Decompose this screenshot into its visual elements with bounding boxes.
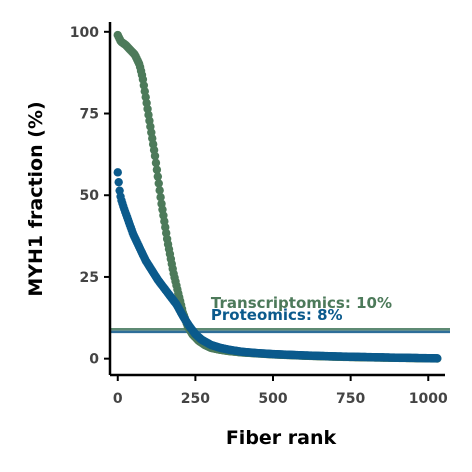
- data-series: [113, 30, 442, 363]
- transcriptomics-point: [153, 172, 163, 181]
- proteomics-series: [113, 168, 442, 363]
- x-tick-label: 250: [181, 391, 210, 407]
- y-tick-label: 50: [80, 188, 100, 204]
- y-tick-label: 25: [80, 270, 99, 286]
- transcriptomics-point: [155, 186, 164, 195]
- x-tick-label: 500: [258, 391, 287, 407]
- transcriptomics-point: [156, 192, 165, 202]
- transcriptomics-point: [151, 158, 161, 168]
- proteomics-annotation: Proteomics: 8%: [211, 306, 343, 324]
- transcriptomics-point: [152, 165, 162, 174]
- y-tick-label: 0: [89, 352, 99, 368]
- proteomics-point: [114, 177, 123, 187]
- x-tick-label: 0: [113, 391, 123, 407]
- transcriptomics-point: [154, 179, 163, 188]
- x-axis-ticks: 0 250 500 750 1000: [113, 375, 448, 407]
- reference-lines: [110, 327, 450, 334]
- y-axis-ticks: 0 25 50 75 100: [70, 25, 110, 368]
- transcriptomics-point: [150, 151, 160, 161]
- proteomics-point: [113, 168, 122, 177]
- transcriptomics-annotation: Transcriptomics: 10%: [211, 294, 392, 312]
- x-tick-label: 1000: [409, 391, 448, 407]
- x-tick-label: 750: [336, 391, 365, 407]
- x-axis-title: Fiber rank: [226, 427, 337, 449]
- y-axis-title: MYH1 fraction (%): [25, 101, 47, 296]
- y-tick-label: 100: [70, 25, 99, 41]
- y-tick-label: 75: [80, 107, 99, 123]
- annotations: Transcriptomics: 10%Proteomics: 8%: [211, 294, 392, 324]
- proteomics-point: [433, 354, 442, 363]
